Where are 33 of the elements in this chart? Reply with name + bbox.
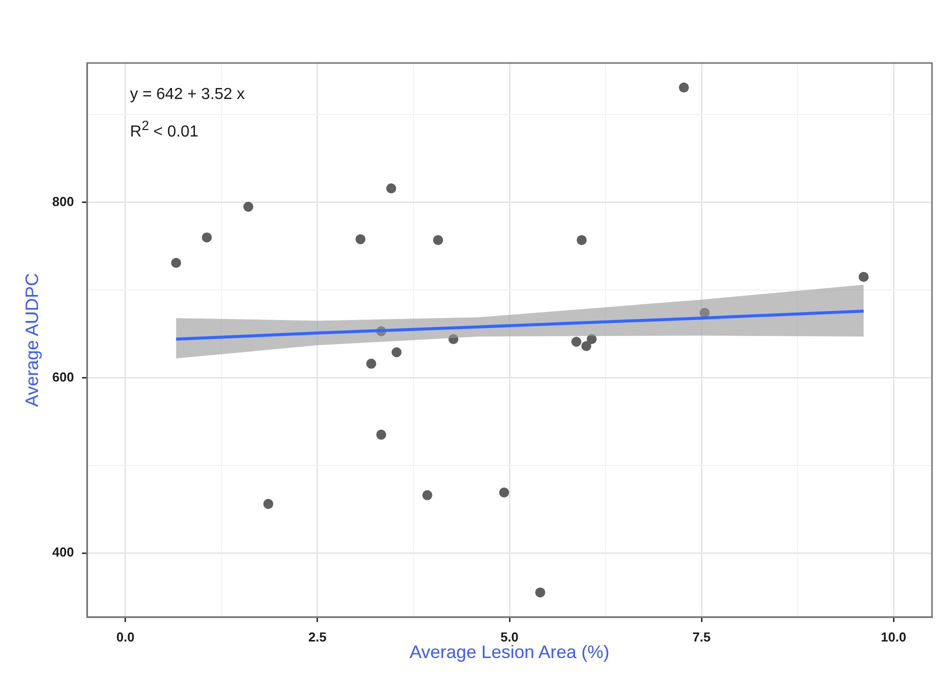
y-axis-title: Average AUDPC (22, 273, 42, 407)
y-tick-label: 800 (52, 194, 74, 209)
point (243, 202, 254, 212)
annotation: R$^{2}$ < 0.01 (130, 118, 198, 142)
point (678, 82, 689, 93)
point (535, 587, 546, 598)
point (858, 272, 869, 282)
x-tick-label: 5.0 (500, 629, 519, 644)
x-tick-label: 0.0 (116, 629, 134, 644)
point (202, 232, 212, 242)
x-tick-label: 7.5 (692, 629, 711, 644)
point (571, 336, 582, 347)
point (171, 258, 182, 268)
point (433, 235, 444, 246)
point (581, 341, 592, 352)
point (422, 490, 432, 500)
y-tick-label: 400 (52, 544, 74, 560)
annotation: y = 642 + 3.52 x (130, 86, 245, 104)
point (366, 358, 376, 369)
point (263, 498, 274, 509)
point (355, 234, 366, 244)
point (499, 488, 510, 498)
x-axis-title: Average Lesion Area (%) (410, 642, 610, 662)
x-tick-label: 2.5 (308, 629, 326, 644)
point (376, 430, 386, 440)
x-tick-label: 10.0 (880, 629, 906, 644)
point (386, 183, 396, 194)
point (576, 235, 587, 246)
point (586, 334, 597, 344)
point (448, 334, 458, 344)
y-tick-label: 600 (52, 369, 74, 384)
point (700, 308, 710, 318)
point (392, 347, 402, 358)
